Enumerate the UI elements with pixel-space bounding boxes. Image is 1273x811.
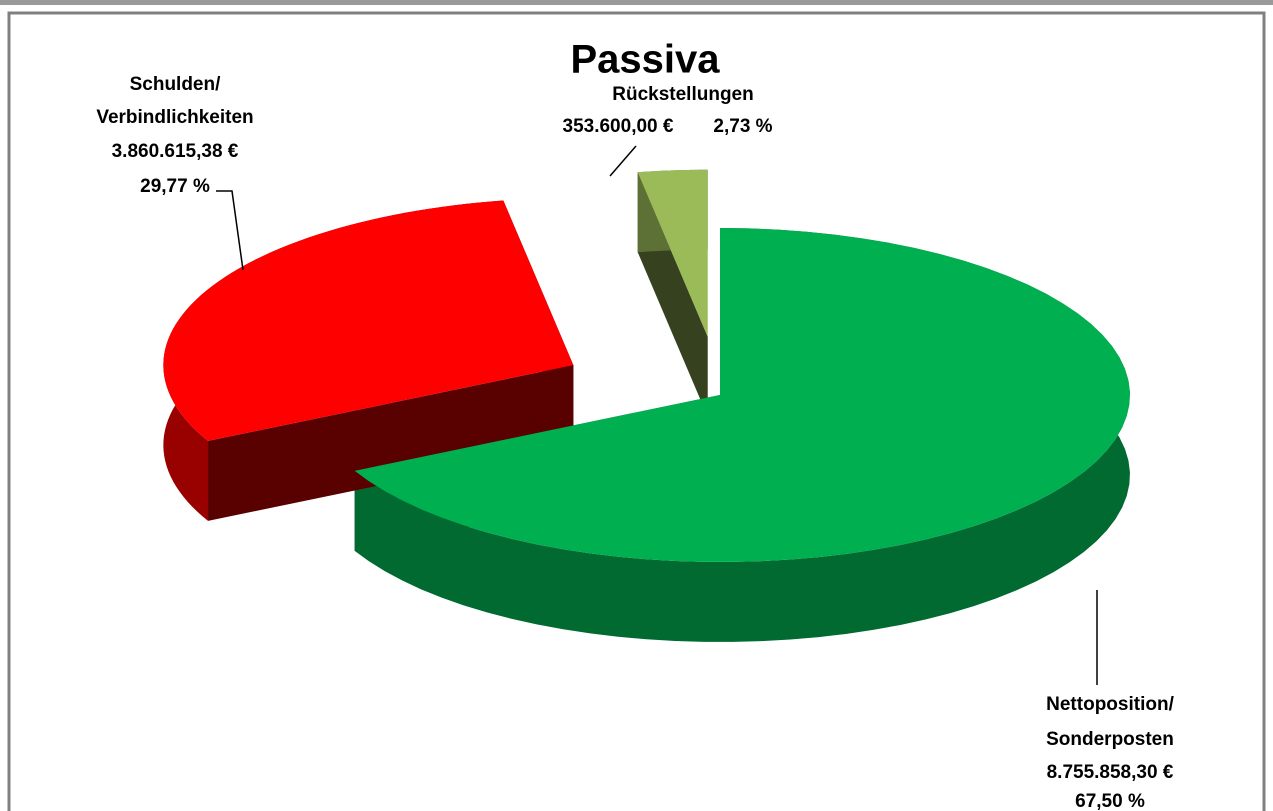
slice [163,200,574,441]
slice [354,228,1130,562]
category-label: Rückstellungen [612,84,753,105]
amount-label: 3.860.615,38 € [112,141,239,162]
category-label: Verbindlichkeiten [96,107,253,128]
chart-title: Passiva [570,38,720,82]
leader-line [609,145,637,177]
category-label: Schulden/ [130,74,222,95]
category-label: Sonderposten [1046,729,1174,750]
amount-label: 8.755.858,30 € [1047,762,1174,783]
top-bar [0,0,1273,5]
amount-label: 353.600,00 € [563,116,674,137]
value-label: 29,77 % [140,176,210,197]
slice [637,169,708,337]
category-label: Nettoposition/ [1046,694,1174,715]
slice-wall [208,365,574,521]
leader-line [216,190,244,271]
value-label: 67,50 % [1075,791,1145,811]
value-label: 2,73 % [713,116,772,137]
frame [7,11,1266,811]
